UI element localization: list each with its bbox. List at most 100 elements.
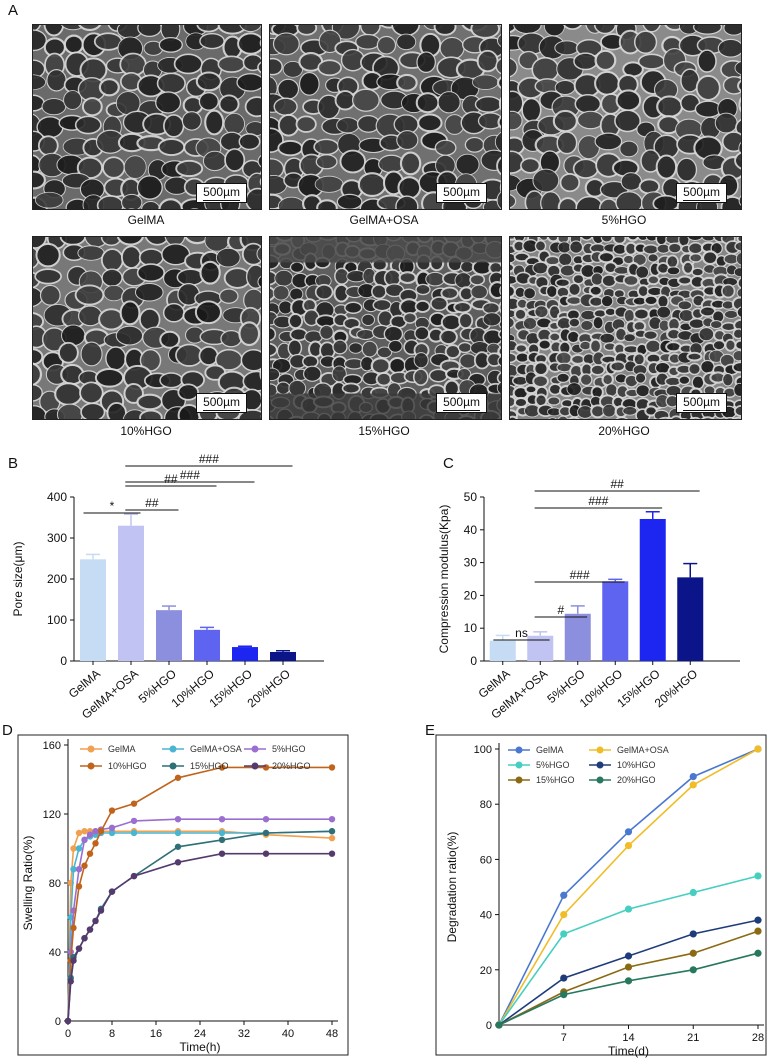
pore <box>678 375 691 386</box>
x-tick-label: 21 <box>687 1032 699 1044</box>
data-point <box>262 829 270 837</box>
data-point <box>624 952 633 960</box>
legend-marker <box>596 746 604 754</box>
sem-image: 500µm <box>32 24 262 210</box>
pore <box>523 287 536 300</box>
y-tick-label: 0 <box>486 1020 492 1032</box>
pore <box>580 320 594 331</box>
pore <box>257 154 261 168</box>
pore <box>34 191 64 209</box>
x-tick-label: 14 <box>622 1032 634 1044</box>
pore <box>60 25 86 31</box>
scale-bar: 500µm <box>676 183 727 203</box>
legend-label: GelMA+OSA <box>617 745 669 755</box>
legend-marker <box>251 745 259 753</box>
data-point <box>92 828 99 835</box>
legend-label: GelMA <box>536 745 564 755</box>
pore <box>496 191 501 209</box>
pore <box>236 73 261 92</box>
data-point <box>328 828 336 835</box>
pore <box>645 237 659 242</box>
legend-label: 10%HGO <box>108 761 147 771</box>
data-point <box>689 888 697 897</box>
data-point <box>75 945 83 952</box>
panel-label-a: A <box>8 2 19 19</box>
pore <box>319 324 334 340</box>
sem-image: 500µm <box>32 236 262 420</box>
scale-bar-line <box>203 200 240 201</box>
pore <box>637 237 649 242</box>
pore <box>559 173 581 193</box>
pore <box>721 131 741 153</box>
pore <box>204 109 225 136</box>
legend-marker <box>169 745 177 753</box>
pore <box>655 154 678 180</box>
pore <box>579 373 593 387</box>
pore <box>733 404 741 417</box>
pore <box>257 275 261 288</box>
pore <box>272 285 290 301</box>
pore <box>563 25 583 30</box>
pore <box>34 268 62 285</box>
data-point <box>560 991 568 999</box>
bar <box>489 640 516 661</box>
legend-marker <box>87 762 95 770</box>
y-tick-label: 10 <box>464 621 478 635</box>
bar <box>564 613 591 661</box>
pore <box>670 415 683 419</box>
bar <box>639 518 666 661</box>
pore <box>395 195 419 209</box>
pore <box>341 382 361 395</box>
series-line <box>67 818 332 1022</box>
pore <box>440 286 459 300</box>
pore <box>547 396 561 406</box>
pore <box>722 372 734 387</box>
pore <box>737 277 741 289</box>
pore <box>412 368 429 386</box>
pore <box>498 96 501 111</box>
data-point <box>108 807 116 814</box>
pore <box>556 131 578 155</box>
series-line <box>67 830 333 1022</box>
pore <box>546 237 560 243</box>
pore <box>238 133 261 151</box>
pore <box>259 38 261 48</box>
data-point <box>108 829 116 837</box>
series-line <box>498 875 759 1026</box>
pore <box>295 115 317 133</box>
pore <box>433 25 457 36</box>
pore <box>396 73 418 92</box>
scale-bar: 500µm <box>196 393 247 413</box>
chart-frame <box>17 734 349 1056</box>
scale-bar-label: 500µm <box>683 185 720 199</box>
pore <box>496 34 501 48</box>
data-point <box>560 891 568 899</box>
legend-label: 15%HGO <box>190 761 229 771</box>
pore <box>736 306 741 319</box>
sem-caption: 15%HGO <box>358 424 410 438</box>
scale-bar-label: 500µm <box>683 395 720 409</box>
pore <box>497 329 501 339</box>
significance-label: * <box>110 499 115 513</box>
data-point <box>70 924 77 932</box>
bar <box>156 610 182 661</box>
pore <box>623 333 636 343</box>
pore <box>642 25 661 33</box>
pore <box>177 383 199 401</box>
data-point <box>218 836 226 844</box>
pore <box>376 35 397 55</box>
pore <box>331 365 347 383</box>
pore <box>733 267 741 278</box>
legend-marker <box>169 762 177 770</box>
pore <box>496 371 501 385</box>
pore <box>413 352 429 369</box>
pore <box>692 25 723 35</box>
data-point <box>174 859 182 866</box>
x-tick-label: 7 <box>561 1032 567 1044</box>
pore <box>33 170 46 190</box>
pore <box>619 140 639 158</box>
data-point <box>328 764 336 771</box>
scale-bar: 500µm <box>436 183 487 203</box>
pore <box>270 76 278 100</box>
pore <box>144 237 170 246</box>
